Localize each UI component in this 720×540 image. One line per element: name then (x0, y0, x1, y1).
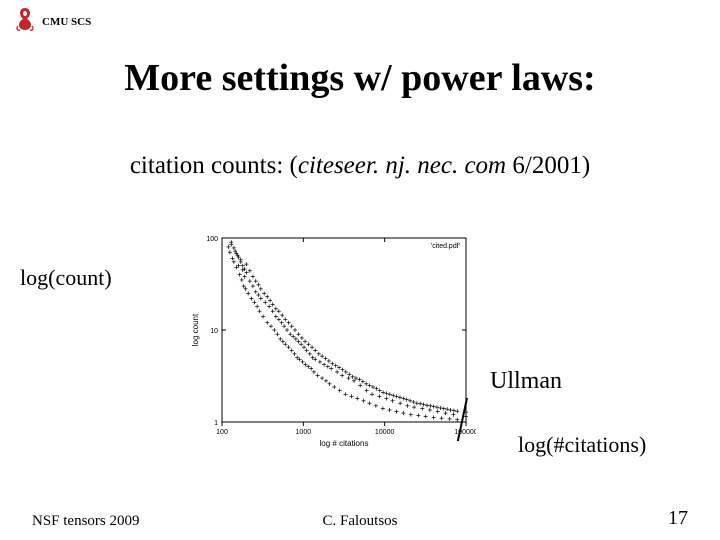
svg-text:log count: log count (191, 313, 200, 346)
footer-center: C. Faloutsos (322, 513, 397, 530)
chart-ylabel-outer: log(count) (20, 265, 112, 291)
svg-text:1000: 1000 (296, 429, 312, 436)
annotation-ullman: Ullman (490, 368, 562, 395)
svg-text:100: 100 (216, 429, 228, 436)
chart-xlabel-outer: log(#citations) (518, 432, 646, 458)
footer: NSF tensors 2009 C. Faloutsos 17 (0, 506, 720, 530)
cmu-logo-icon (14, 6, 36, 37)
svg-text:10: 10 (210, 328, 218, 335)
svg-text:1: 1 (214, 420, 218, 427)
svg-text:log # citations: log # citations (320, 439, 369, 448)
footer-left: NSF tensors 2009 (32, 513, 140, 530)
footer-page-number: 17 (668, 507, 688, 530)
svg-text:10000: 10000 (375, 429, 395, 436)
citation-scatter-chart: 100100010000100000110100log # citationsl… (188, 228, 476, 450)
header-org: CMU SCS (42, 16, 91, 28)
svg-text:100: 100 (206, 236, 218, 243)
slide-subtitle: citation counts: (citeseer. nj. nec. com… (0, 152, 720, 180)
svg-text:'cited.pdf': 'cited.pdf' (431, 243, 460, 250)
slide-title: More settings w/ power laws: (0, 56, 720, 100)
